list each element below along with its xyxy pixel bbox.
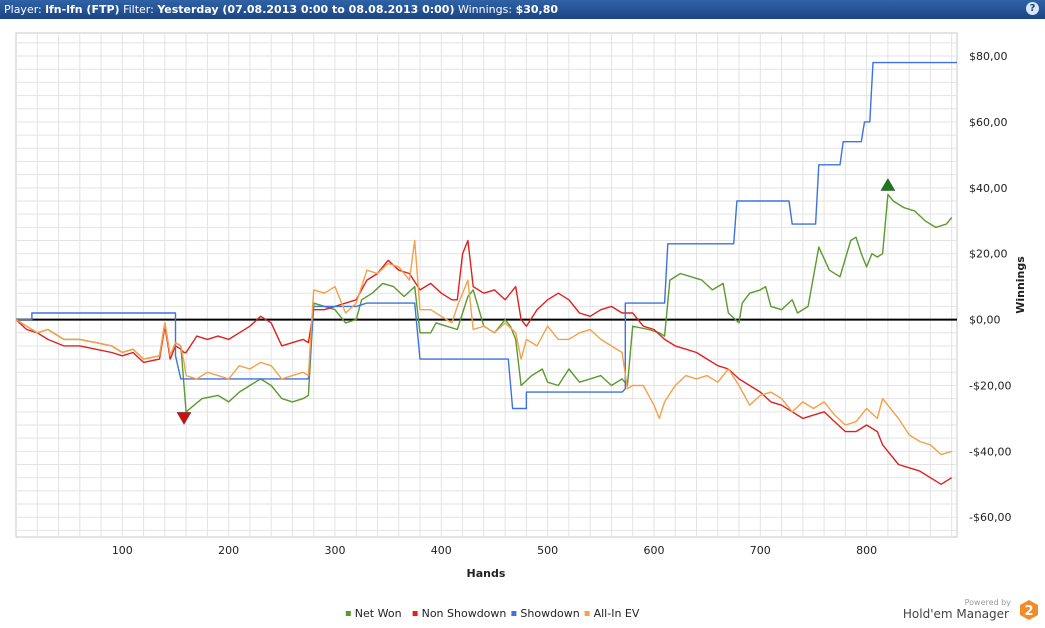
brand-name: Hold'em Manager <box>902 607 1009 621</box>
legend-swatch <box>511 611 517 616</box>
x-tick-label: 200 <box>218 544 239 557</box>
filter-label: Filter: <box>123 3 154 16</box>
logo-badge-text: 2 <box>1024 604 1033 619</box>
filter-value: Yesterday (07.08.2013 0:00 to 08.08.2013… <box>157 3 455 16</box>
x-axis-ticks: 100 200 300 400 500 600 700 800 <box>112 544 877 557</box>
y-tick-label: $20,00 <box>969 248 1008 261</box>
legend-swatch <box>345 611 351 616</box>
powered-by-label: Powered by <box>964 598 1011 607</box>
legend-swatch <box>584 611 590 616</box>
y-axis-ticks: $80,00 $60,00 $40,00 $20,00 $0,00 -$20,00 -$40… <box>969 50 1011 524</box>
y-tick-label: -$60,00 <box>969 511 1011 524</box>
x-tick-label: 700 <box>750 544 771 557</box>
series-line-net-won <box>15 193 953 413</box>
winnings-value: $30,80 <box>515 3 559 16</box>
y-tick-label: -$20,00 <box>969 379 1011 392</box>
legend-label: Net Won <box>355 607 402 620</box>
extreme-markers <box>176 178 896 425</box>
legend-label: Showdown <box>520 607 579 620</box>
grid-lines <box>16 33 957 537</box>
y-axis-title: Winnings <box>1014 256 1027 314</box>
legend: Net Won Non Showdown Showdown All-In EV <box>345 607 640 620</box>
legend-swatch <box>412 611 418 616</box>
min-marker-icon <box>176 412 192 425</box>
y-tick-label: -$40,00 <box>969 445 1011 458</box>
x-tick-label: 300 <box>324 544 345 557</box>
max-marker-icon <box>880 178 896 191</box>
x-tick-label: 800 <box>856 544 877 557</box>
series-line-all-in-ev <box>15 239 952 456</box>
y-tick-label: $0,00 <box>969 314 1001 327</box>
player-label: Player: <box>4 3 42 16</box>
y-tick-label: $80,00 <box>969 50 1008 63</box>
help-icon[interactable]: ? <box>1026 2 1039 15</box>
winnings-label: Winnings: <box>457 3 513 16</box>
winnings-chart: 100 200 300 400 500 600 700 800 $80,00 $60,00 $40… <box>15 32 1027 620</box>
title-bar: Player: lfn-lfn (FTP) Filter: Yesterday … <box>0 0 1045 19</box>
hem2-logo-icon: 2 <box>1020 600 1038 620</box>
series-line-non-showdown <box>15 239 953 485</box>
player-value: lfn-lfn (FTP) <box>45 3 120 16</box>
x-tick-label: 500 <box>537 544 558 557</box>
x-tick-label: 600 <box>643 544 664 557</box>
series-lines <box>15 61 957 485</box>
series-line-showdown <box>16 61 957 410</box>
legend-label: Non Showdown <box>422 607 507 620</box>
legend-label: All-In EV <box>594 607 640 620</box>
y-tick-label: $40,00 <box>969 182 1008 195</box>
x-tick-label: 100 <box>112 544 133 557</box>
x-axis-title: Hands <box>467 567 506 580</box>
x-tick-label: 400 <box>431 544 452 557</box>
plot-area <box>15 32 958 538</box>
y-tick-label: $60,00 <box>969 116 1008 129</box>
